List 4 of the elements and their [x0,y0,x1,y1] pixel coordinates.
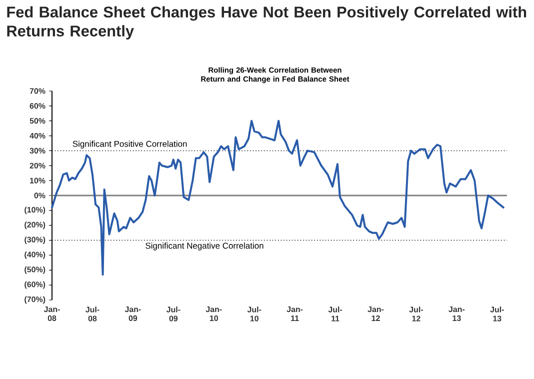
chart-title: Fed Balance Sheet Changes Have Not Been Positively Correlated with Returns Recently [7,6,526,40]
ref-line-label: Significant Negative Correlation [146,242,264,250]
ref-line-label: Significant Positive Correlation [72,140,187,149]
line-series [51,120,504,276]
